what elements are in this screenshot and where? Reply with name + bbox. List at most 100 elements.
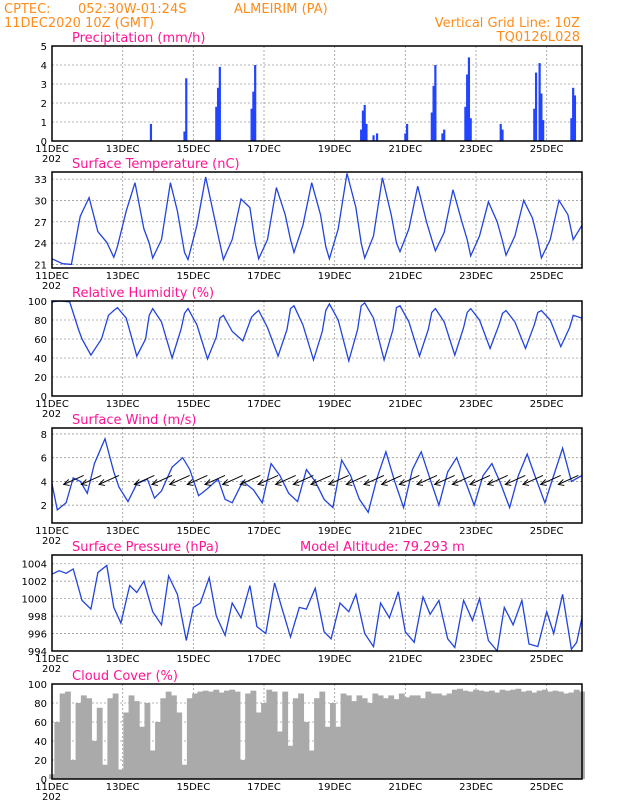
precip-bar: [501, 129, 504, 141]
wind-arrow-shaft: [310, 474, 332, 485]
x-tick-label: 13DEC: [106, 399, 140, 410]
x-year-label: 202: [42, 281, 61, 292]
series-line-wind: [51, 436, 583, 514]
y-tick-label: 100: [28, 680, 47, 691]
wind-arrow: [539, 474, 561, 486]
wind-arrow-head: [327, 479, 335, 486]
cloud-bar: [96, 707, 103, 779]
wind-arrow-head: [504, 479, 512, 486]
series-line-temp: [51, 173, 583, 266]
wind-arrow-shaft: [151, 474, 173, 485]
cloud-bar: [139, 726, 146, 779]
x-tick-label: 19DEC: [318, 782, 352, 793]
wind-arrow-head: [239, 479, 247, 486]
y-tick-label: 6: [41, 454, 47, 465]
panel-wind: 2 4 6 8 11DEC 13DEC 15DEC 17DEC 19DEC 21DEC 23DEC 2…: [35, 413, 583, 547]
cloud-bar: [372, 693, 379, 779]
panel-title: Surface Temperature (nC): [72, 157, 240, 172]
header-grid-note: Vertical Grid Line: 10Z: [435, 16, 580, 31]
precip-bar: [363, 104, 366, 141]
wind-arrow-shaft: [469, 474, 491, 485]
cloud-bar: [451, 689, 458, 779]
cloud-bar: [59, 693, 66, 779]
x-tick-label: 21DEC: [388, 271, 422, 282]
panel-frame: [51, 45, 583, 142]
x-tick-label: 23DEC: [459, 271, 493, 282]
cloud-bar: [526, 690, 532, 779]
wind-arrow: [150, 474, 173, 486]
precip-bar: [254, 65, 257, 141]
cloud-bar: [64, 691, 71, 779]
header-model-code: TQ0126L028: [496, 30, 580, 45]
y-tick-label: 994: [28, 647, 47, 658]
cloud-bar: [70, 760, 77, 779]
cloud-bar: [91, 741, 98, 779]
cloud-bar: [324, 726, 331, 779]
precip-bar: [360, 129, 363, 141]
precip-bar: [149, 123, 153, 141]
x-tick-label: 15DEC: [176, 526, 210, 537]
wind-arrow-shaft: [381, 474, 402, 485]
x-tick-label: 19DEC: [318, 144, 352, 155]
wind-arrow: [203, 474, 226, 486]
cloud-bar: [202, 690, 209, 779]
cloud-bar: [356, 695, 363, 779]
y-tick-label: 40: [34, 737, 47, 748]
precip-bar: [499, 123, 502, 141]
panel-frame: [51, 554, 583, 652]
y-tick-label: 80: [34, 316, 47, 327]
wind-arrow-head: [168, 479, 176, 486]
cloud-bar: [54, 722, 61, 779]
cloud-bar: [531, 692, 538, 779]
wind-arrow: [62, 474, 84, 486]
header-source: CPTEC:: [4, 2, 51, 17]
wind-arrow-head: [150, 479, 159, 486]
wind-arrow-shaft: [81, 474, 102, 485]
y-tick-label: 20: [34, 756, 47, 767]
cloud-bar: [123, 712, 130, 779]
wind-arrow-shaft: [293, 474, 314, 485]
cloud-bar: [393, 699, 400, 779]
cloud-bar: [245, 693, 252, 779]
y-tick-label: 998: [28, 612, 47, 623]
cloud-bar: [144, 703, 151, 779]
cloud-bar: [499, 689, 506, 779]
cloud-bar: [303, 722, 310, 779]
panel-pres: 994 996 998 1000 1002 1004 11DEC 13DEC 15DEC 17DE…: [22, 540, 583, 675]
cloud-bar: [557, 691, 564, 779]
y-tick-label: 1: [41, 118, 47, 129]
precip-bar: [469, 118, 472, 141]
cloud-bar: [239, 760, 246, 779]
cloud-bar: [213, 689, 220, 779]
precip-bar: [533, 108, 536, 141]
y-tick-label: 30: [34, 196, 47, 207]
y-tick-label: 4: [41, 61, 47, 72]
y-tick-label: 0: [41, 137, 47, 148]
panel-frame: [51, 300, 583, 397]
cloud-bar: [234, 691, 241, 779]
cloud-bar: [467, 691, 474, 779]
cloud-bar: [473, 689, 479, 779]
y-tick-label: 60: [34, 335, 47, 346]
cloud-bar: [319, 691, 326, 779]
x-tick-label: 15DEC: [176, 654, 210, 665]
wind-arrow-head: [451, 479, 459, 486]
wind-arrow-head: [521, 479, 530, 486]
x-tick-label: 17DEC: [247, 399, 281, 410]
x-tick-label: 17DEC: [247, 144, 281, 155]
cloud-bar: [563, 693, 570, 779]
cloud-bar: [298, 693, 305, 779]
x-tick-label: 21DEC: [388, 526, 422, 537]
cloud-bar: [292, 698, 299, 779]
cloud-bar: [425, 691, 432, 779]
cloud-bar: [483, 691, 490, 779]
x-tick-label: 13DEC: [106, 526, 140, 537]
wind-arrow-shaft: [275, 474, 296, 485]
wind-arrow-shaft: [63, 474, 84, 485]
wind-arrow-shaft: [346, 474, 367, 485]
wind-arrow: [292, 474, 314, 486]
cloud-bar: [176, 712, 183, 779]
x-tick-label: 17DEC: [247, 271, 281, 282]
wind-arrow-shaft: [487, 474, 508, 485]
panel-temp: 21 24 27 30 33 11DEC 13DEC 15DEC 17DEC 19DEC 21DEC…: [34, 157, 583, 292]
